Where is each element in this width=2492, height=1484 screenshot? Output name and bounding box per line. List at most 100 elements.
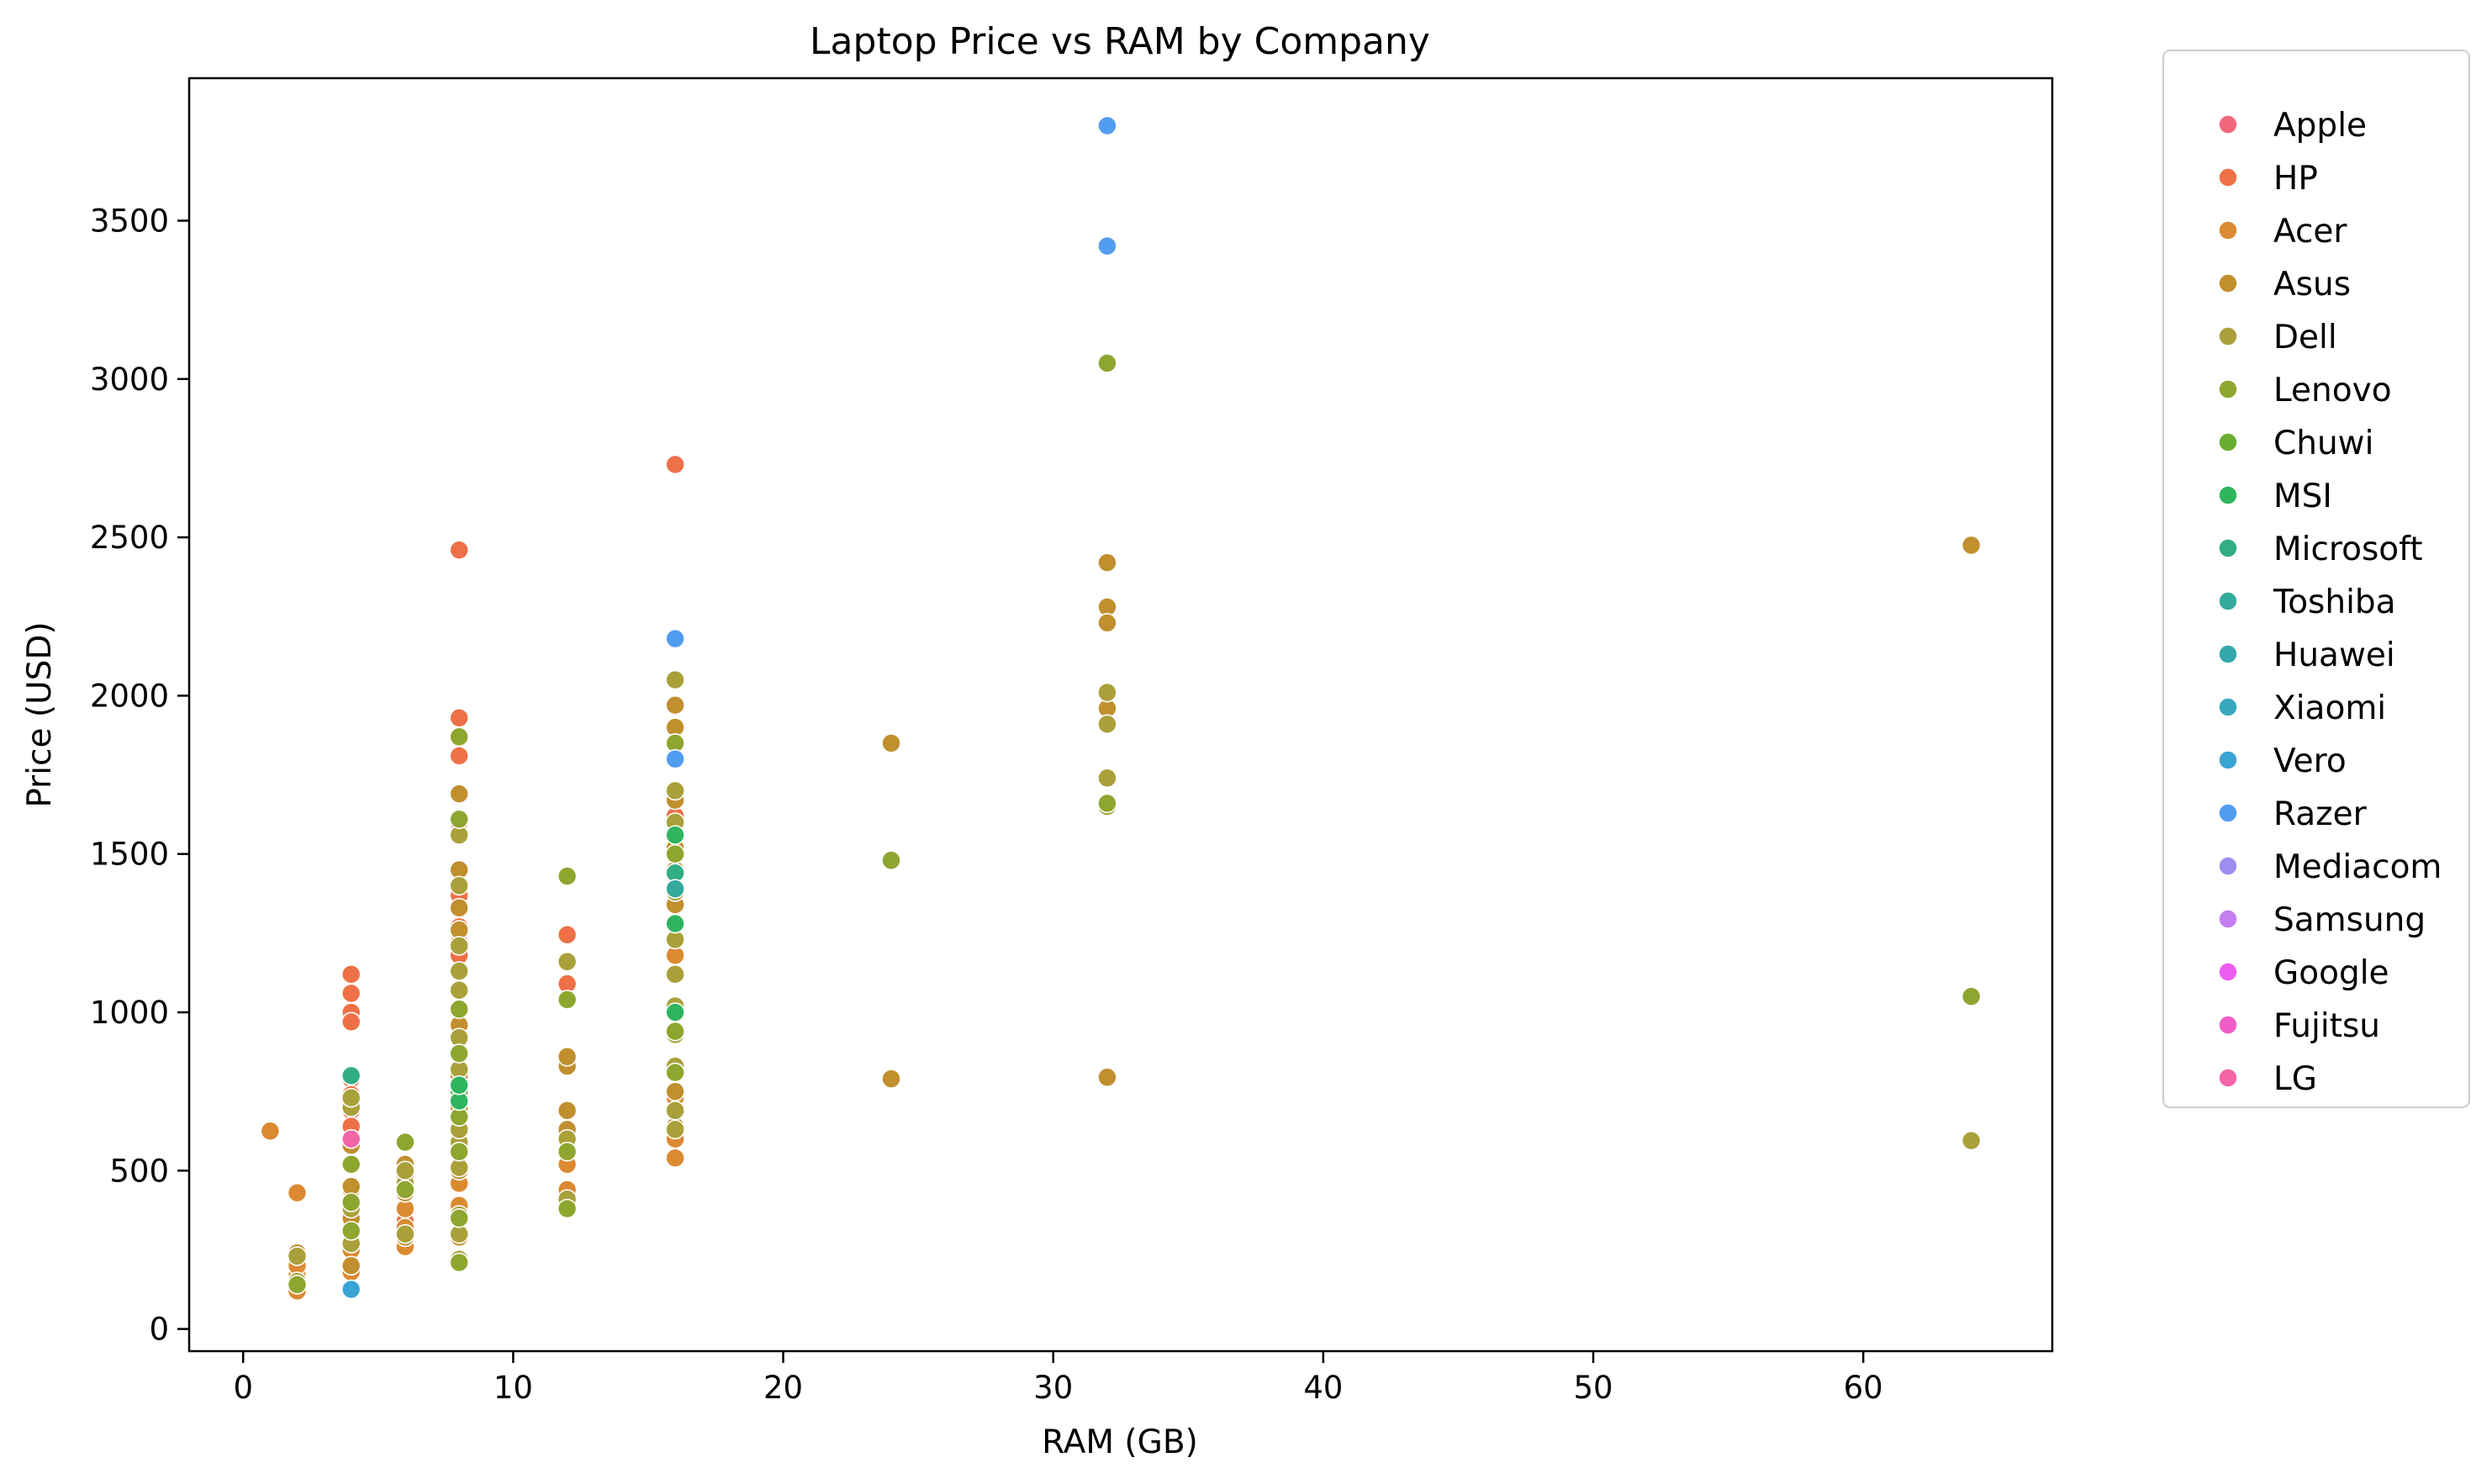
data-point: [665, 1148, 685, 1169]
data-point: [665, 694, 685, 716]
legend-marker: [2218, 697, 2238, 717]
x-tick-label: 50: [1573, 1370, 1613, 1406]
data-point: [395, 1132, 415, 1153]
y-tick-label: 1500: [90, 837, 169, 873]
data-point: [287, 1182, 308, 1203]
data-point: [557, 1046, 578, 1067]
points-layer: [260, 115, 1982, 1302]
legend-label: Toshiba: [2273, 584, 2396, 621]
legend-label: HP: [2273, 160, 2318, 198]
data-point: [881, 733, 901, 753]
legend-marker: [2218, 644, 2238, 664]
data-point: [341, 1128, 362, 1149]
legend-marker: [2218, 379, 2238, 399]
x-axis-label: RAM (GB): [1042, 1423, 1198, 1461]
plot-frame: [187, 77, 2054, 1353]
data-point: [557, 866, 578, 886]
data-point: [449, 784, 469, 804]
legend-marker: [2218, 273, 2238, 293]
data-point: [1097, 1067, 1117, 1088]
data-point: [341, 1192, 362, 1212]
data-point: [341, 1065, 362, 1086]
legend-marker: [2218, 538, 2238, 558]
x-tick-label: 30: [1033, 1370, 1073, 1406]
data-point: [449, 1252, 469, 1273]
legend-items: Apple HP Acer Asus Dell Lenovo Chuwi MSI Microso…: [2218, 107, 2442, 1098]
y-axis-label: Price (USD): [21, 621, 59, 807]
legend-label: Google: [2273, 954, 2389, 992]
legend-label: MSI: [2273, 478, 2332, 515]
data-point: [665, 628, 685, 649]
legend-marker: [2218, 485, 2238, 505]
data-point: [449, 980, 469, 1001]
data-point: [449, 1075, 469, 1096]
legend-label: LG: [2273, 1060, 2317, 1098]
legend-label: Xiaomi: [2273, 689, 2386, 727]
data-point: [1097, 768, 1117, 789]
data-point: [341, 1255, 362, 1276]
legend-marker: [2218, 750, 2238, 770]
data-point: [665, 1081, 685, 1101]
data-point: [665, 913, 685, 934]
y-tick-label: 500: [109, 1153, 169, 1189]
legend-label: Apple: [2273, 107, 2367, 145]
legend-label: Fujitsu: [2273, 1007, 2380, 1045]
data-point: [341, 1087, 362, 1108]
data-point: [665, 879, 685, 899]
y-tick-label: 3500: [90, 203, 169, 239]
data-point: [665, 1002, 685, 1022]
x-tick-label: 20: [763, 1370, 803, 1406]
data-point: [449, 540, 469, 560]
data-point: [1097, 353, 1117, 373]
data-point: [449, 961, 469, 981]
data-point: [395, 1160, 415, 1181]
chart-title: Laptop Price vs RAM by Company: [810, 20, 1430, 63]
data-point: [341, 1011, 362, 1032]
legend-label: Chuwi: [2273, 425, 2373, 462]
legend-marker: [2218, 167, 2238, 187]
data-point: [557, 1198, 578, 1219]
data-point: [287, 1275, 308, 1295]
legend-label: Vero: [2273, 742, 2347, 780]
data-point: [1097, 235, 1117, 256]
legend-marker: [2218, 326, 2238, 346]
data-point: [395, 1223, 415, 1244]
legend-marker: [2218, 1068, 2238, 1088]
data-point: [665, 1119, 685, 1140]
data-point: [665, 825, 685, 845]
data-point: [665, 780, 685, 801]
y-tick-label: 0: [149, 1312, 169, 1348]
data-point: [341, 964, 362, 985]
data-point: [665, 1062, 685, 1083]
legend-label: Razer: [2273, 795, 2368, 833]
data-point: [1097, 682, 1117, 703]
data-point: [1097, 793, 1117, 814]
legend-marker: [2218, 591, 2238, 611]
data-point: [665, 1021, 685, 1042]
data-point: [449, 1141, 469, 1162]
legend-marker: [2218, 909, 2238, 929]
legend: Apple HP Acer Asus Dell Lenovo Chuwi MSI Microso…: [2162, 50, 2470, 1108]
legend-label: Dell: [2273, 319, 2337, 356]
data-point: [557, 990, 578, 1010]
data-point: [665, 454, 685, 475]
legend-label: Huawei: [2273, 636, 2395, 674]
legend-marker: [2218, 432, 2238, 452]
data-point: [341, 1154, 362, 1175]
data-point: [665, 843, 685, 864]
legend-label: Asus: [2273, 266, 2351, 304]
legend-marker: [2218, 114, 2238, 135]
data-point: [449, 809, 469, 830]
legend-frame: [2162, 50, 2470, 1108]
x-tick-label: 60: [1844, 1370, 1883, 1406]
data-point: [557, 924, 578, 945]
data-point: [1097, 552, 1117, 573]
data-point: [449, 746, 469, 766]
y-axis: 0 500 1000 1500 2000 2500 3000 3500: [90, 203, 189, 1348]
data-point: [449, 1208, 469, 1228]
data-point: [449, 936, 469, 956]
data-point: [341, 983, 362, 1004]
x-axis: 0 10 20 30 40 50 60: [233, 1351, 1883, 1406]
